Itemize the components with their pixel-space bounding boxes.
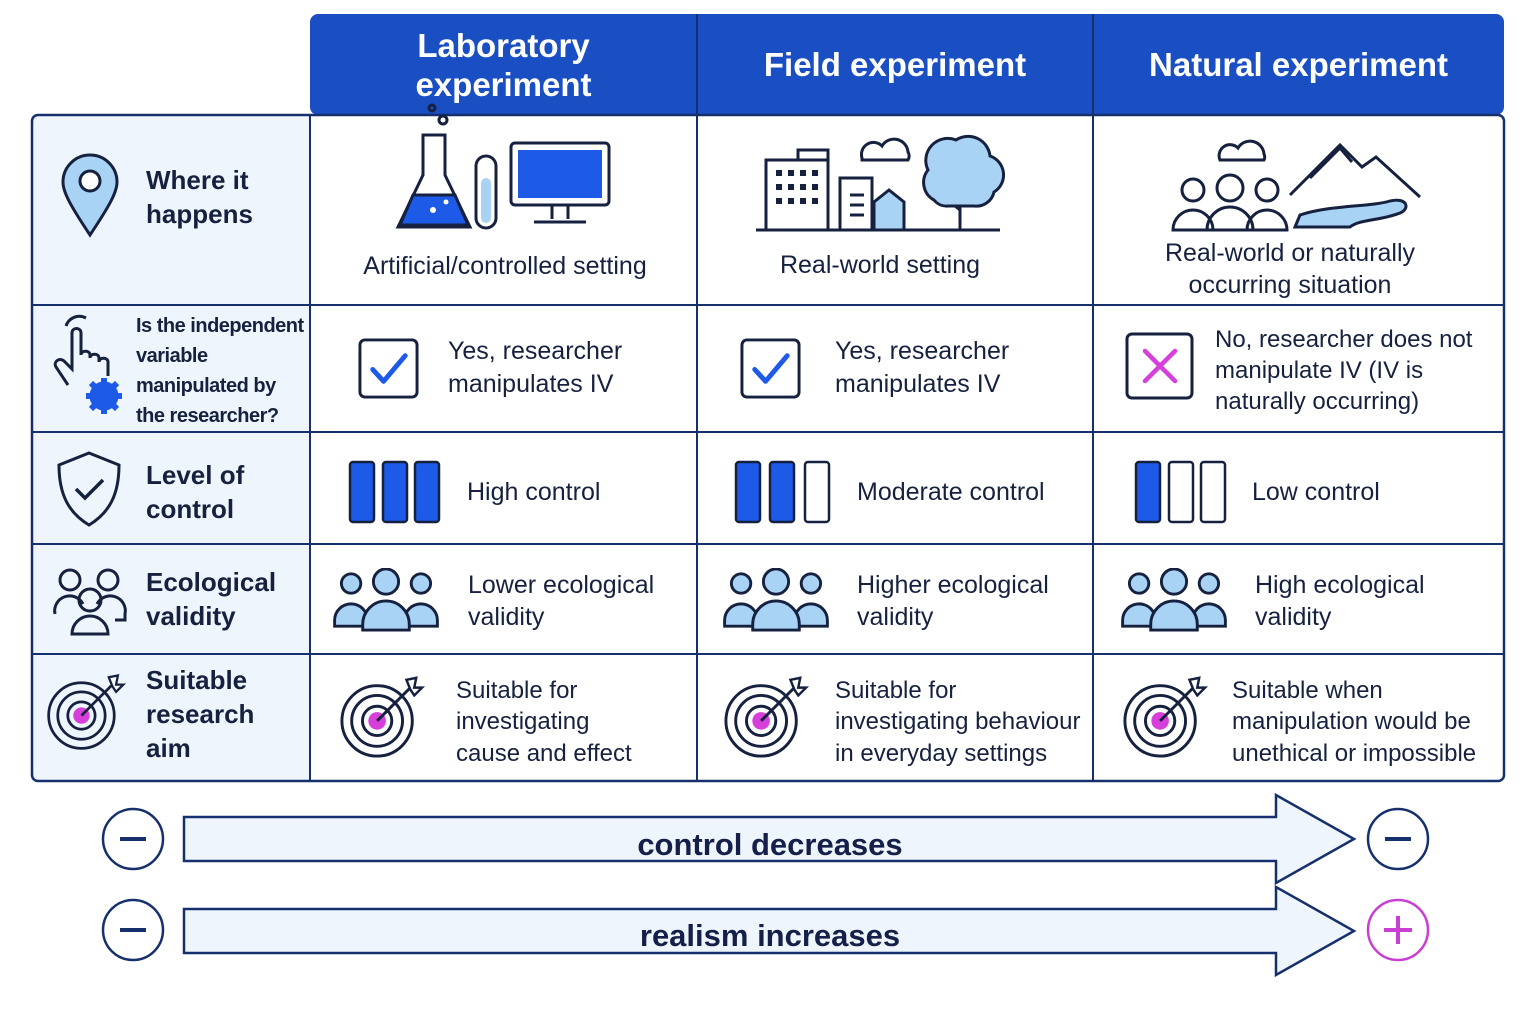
row-label: Suitable research aim	[146, 665, 255, 763]
row-label: Ecological validity	[146, 566, 277, 631]
column-header: Natural experiment	[1149, 46, 1448, 84]
column-header: Field experiment	[763, 46, 1027, 84]
people-icon	[723, 568, 829, 632]
target-icon	[724, 676, 808, 758]
table-border	[30, 113, 1506, 783]
arrow-label: realism increases	[639, 917, 901, 953]
cell-text: Moderate control	[857, 478, 1045, 507]
row-label: Where it happens	[146, 164, 253, 229]
nature-icon	[1171, 139, 1422, 232]
column-header: Laboratory experiment	[415, 26, 592, 103]
cell-text: Real-world setting	[779, 250, 981, 279]
cell-text: Higher ecological validity	[857, 570, 1049, 632]
arrow-row	[101, 884, 1430, 978]
cell-text: Low control	[1252, 478, 1380, 507]
row-label: Level of control	[146, 459, 245, 524]
cell-text: Suitable for investigating behaviour in …	[835, 677, 1081, 767]
row-label: Is the independent variable manipulated …	[136, 315, 304, 427]
hand-gear-icon	[53, 314, 122, 414]
people-icon	[1121, 568, 1227, 632]
location-icon	[61, 153, 119, 238]
grid	[32, 115, 1504, 781]
header-background	[310, 14, 1504, 115]
cell-text: High control	[467, 478, 601, 507]
cell-text: Lower ecological validity	[468, 570, 655, 632]
cell-text: Suitable for investigating cause and eff…	[456, 677, 632, 767]
people-icon	[333, 568, 439, 632]
cell-text: Yes, researcher manipulates IV	[448, 337, 623, 398]
cross-icon	[1125, 332, 1194, 400]
cell-text: Suitable when manipulation would be unet…	[1232, 677, 1477, 767]
cell-text: Artificial/controlled setting	[363, 251, 647, 280]
checkbox-icon	[742, 340, 799, 397]
label-column	[32, 115, 310, 781]
cell-text: No, researcher does not manipulate IV (I…	[1215, 325, 1473, 416]
cell-text: Real-world or naturally occurring situat…	[1164, 238, 1416, 300]
cell-text: High ecological validity	[1255, 570, 1425, 632]
checkbox-icon	[360, 340, 417, 397]
lab-icon	[395, 103, 611, 230]
target-icon	[340, 676, 424, 758]
arrow-label: control decreases	[637, 826, 903, 862]
group-icon	[53, 568, 127, 636]
city-icon	[756, 134, 1006, 232]
arrow-row	[101, 792, 1430, 886]
cell-text: Yes, researcher manipulates IV	[835, 337, 1010, 398]
shield-icon	[57, 451, 121, 527]
control-bars	[348, 460, 1227, 524]
target-icon	[1123, 676, 1207, 758]
